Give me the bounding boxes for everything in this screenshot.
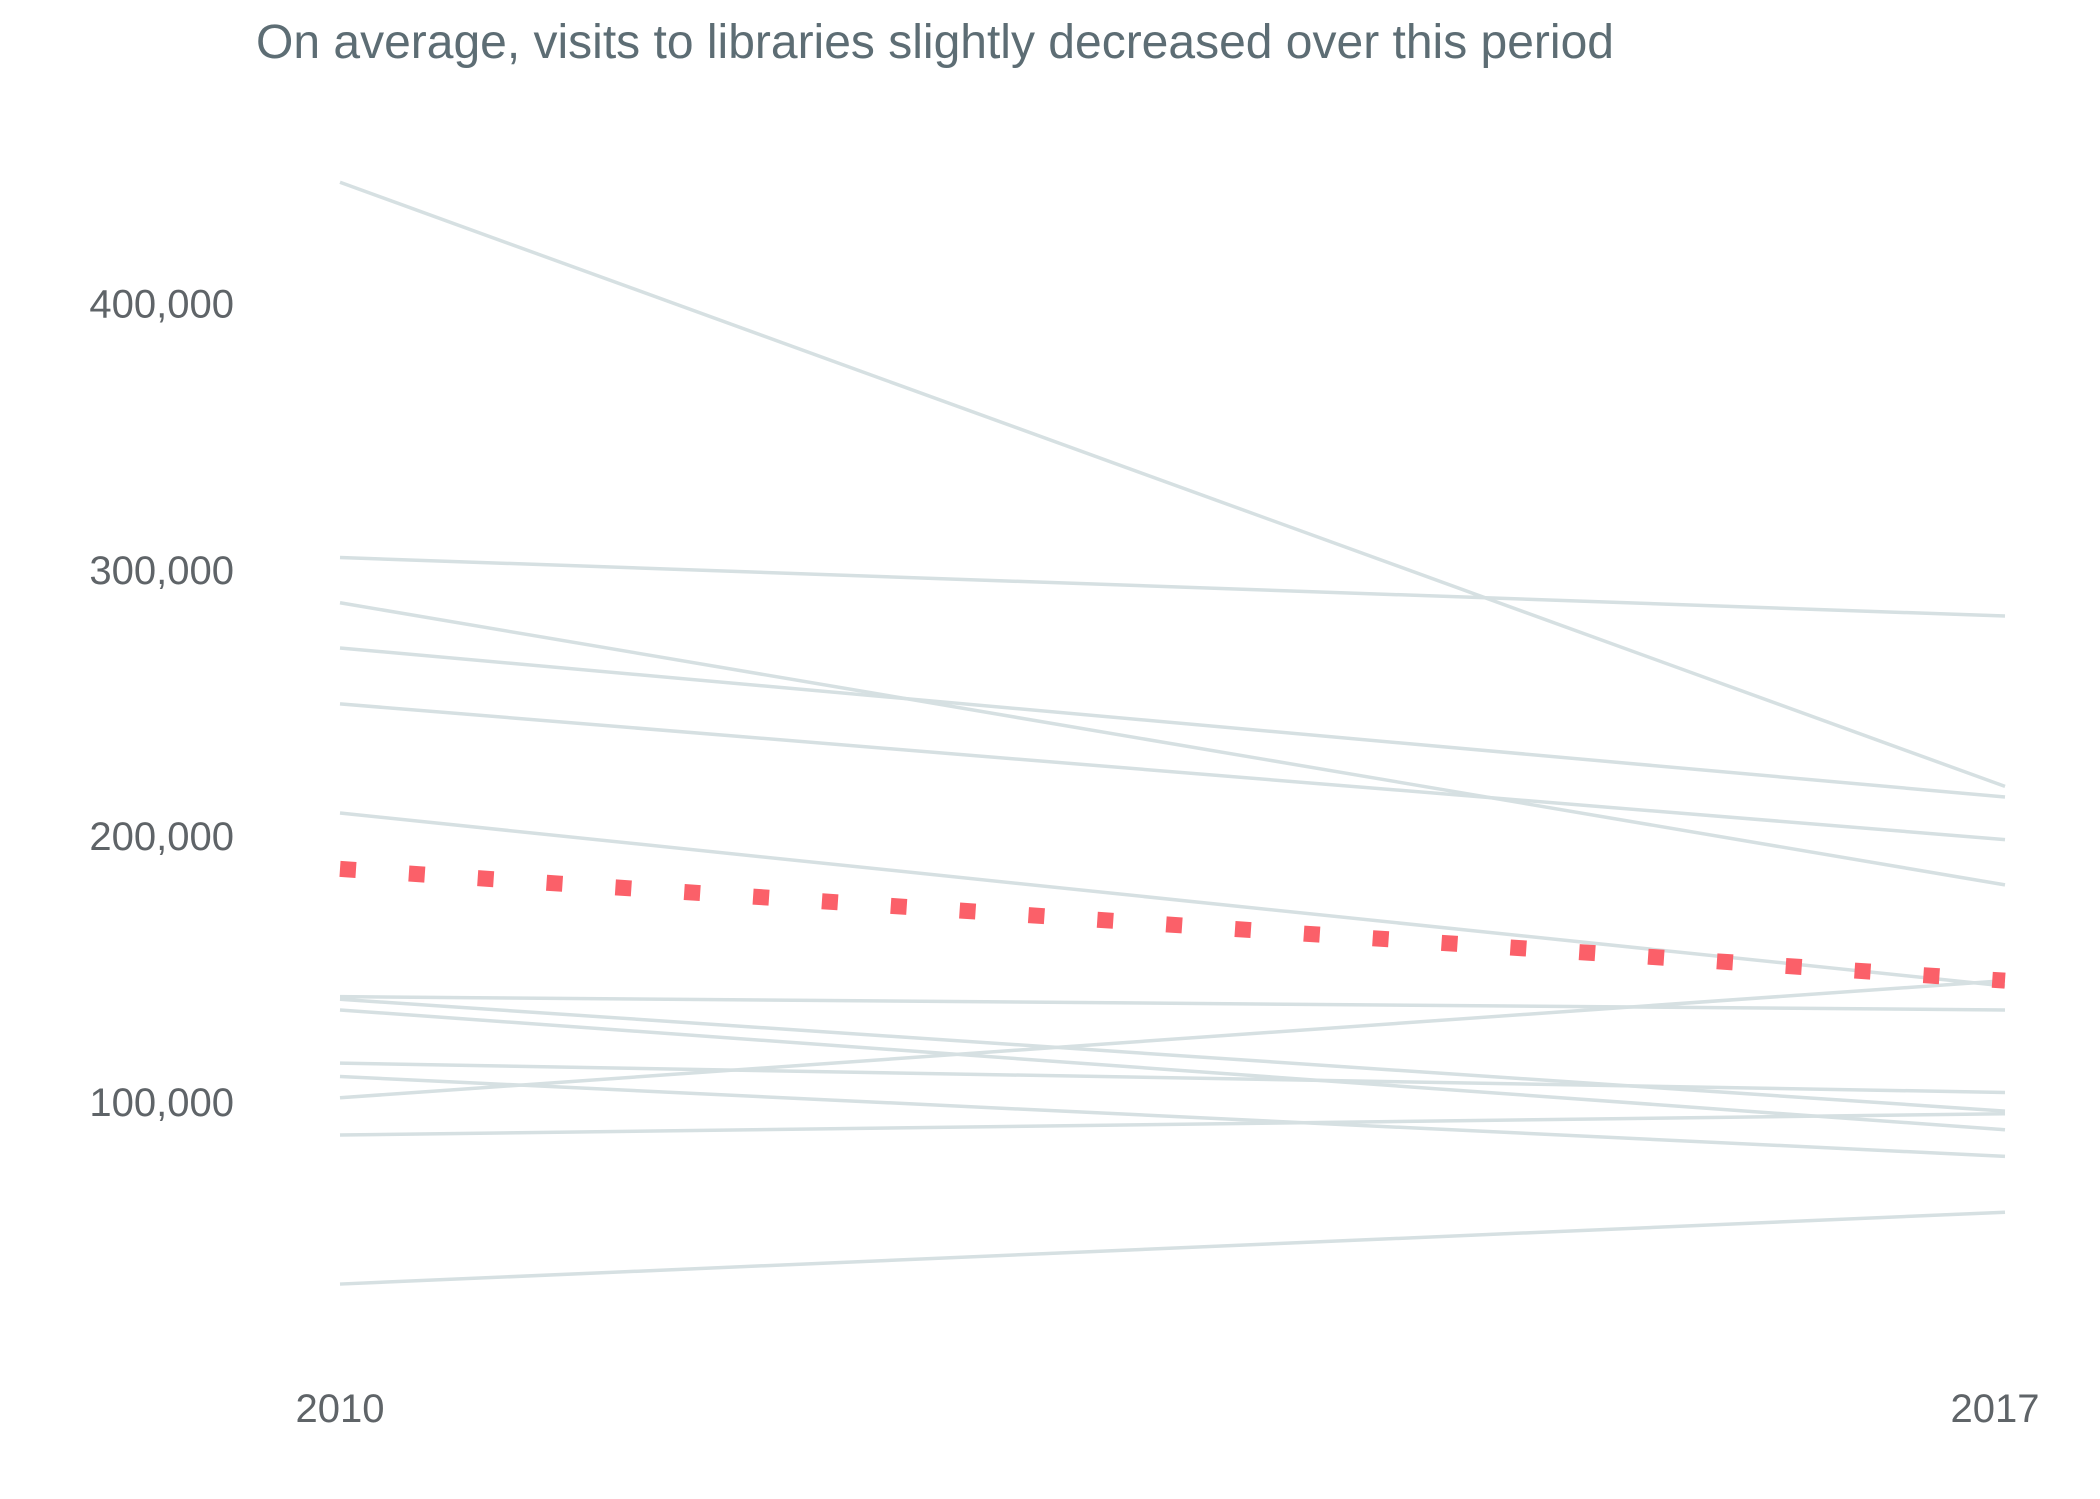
y-axis-ticks: 100,000 200,000 300,000 400,000: [89, 283, 234, 1125]
series-line: [339, 1008, 2006, 1132]
series-line: [339, 646, 2006, 799]
series-line: [339, 555, 2006, 618]
series-line: [339, 811, 2006, 988]
series-line: [339, 1061, 2006, 1095]
series-line: [339, 601, 2006, 887]
series-line: [339, 702, 2006, 842]
y-tick-label: 200,000: [89, 815, 234, 859]
series-lines: [339, 180, 2006, 1286]
series-line: [339, 994, 2006, 1012]
chart-title: On average, visits to libraries slightly…: [256, 16, 1614, 69]
average-layer: [339, 860, 2006, 989]
series-line: [339, 180, 2006, 789]
y-tick-label: 400,000: [89, 283, 234, 327]
series-line: [339, 997, 2006, 1113]
average-line: [339, 860, 2006, 989]
series-line: [339, 1111, 2006, 1137]
x-tick-label: 2017: [1951, 1387, 2040, 1431]
y-tick-label: 300,000: [89, 549, 234, 593]
series-line: [339, 1210, 2006, 1286]
series-line: [339, 978, 2006, 1100]
series-line: [339, 1074, 2006, 1159]
y-tick-label: 100,000: [89, 1081, 234, 1125]
x-axis-ticks: 2010 2017: [296, 1387, 2040, 1431]
x-tick-label: 2010: [296, 1387, 385, 1431]
